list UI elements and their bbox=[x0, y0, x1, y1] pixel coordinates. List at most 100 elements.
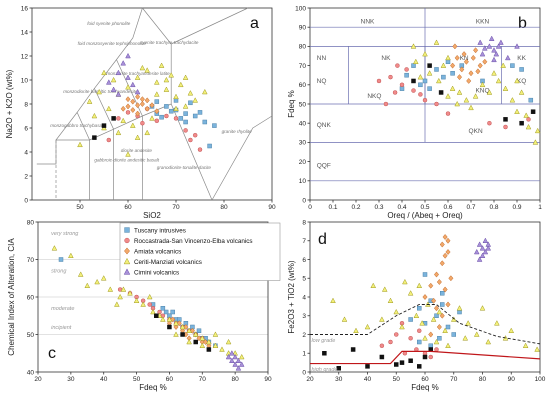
data-point bbox=[417, 328, 422, 333]
data-point bbox=[336, 366, 341, 371]
data-point bbox=[456, 305, 463, 311]
data-point bbox=[439, 241, 445, 248]
data-point bbox=[364, 323, 371, 330]
data-point bbox=[150, 308, 156, 315]
data-point bbox=[207, 143, 212, 149]
data-point bbox=[445, 111, 451, 116]
data-point bbox=[388, 74, 393, 80]
data-point bbox=[410, 43, 417, 49]
data-point bbox=[442, 327, 448, 333]
legend-box bbox=[119, 222, 281, 281]
field-label: KN bbox=[460, 55, 469, 62]
data-point bbox=[457, 309, 462, 315]
data-point bbox=[146, 293, 153, 300]
data-point bbox=[473, 331, 480, 337]
x-tick-label: 80 bbox=[232, 376, 240, 383]
panel-c: 20 30 40 50 60 70 80 90 40 50 60 70 80 c very strong st… bbox=[7, 219, 272, 392]
data-point bbox=[125, 52, 131, 59]
y-tick-label: 8 bbox=[24, 101, 28, 108]
data-point bbox=[475, 68, 481, 75]
data-point bbox=[395, 63, 400, 68]
field-boundary bbox=[211, 115, 273, 201]
data-point bbox=[445, 324, 451, 330]
data-point bbox=[140, 301, 146, 307]
data-point bbox=[477, 62, 483, 69]
x-tick-label: 50 bbox=[393, 376, 401, 383]
data-point bbox=[149, 115, 155, 121]
y-tick-label: 6 bbox=[302, 257, 306, 264]
data-point bbox=[445, 249, 451, 255]
data-point bbox=[434, 67, 439, 72]
legend-label: Ceriti-Manziati volcanics bbox=[134, 259, 202, 266]
y-tick-label: 60 bbox=[27, 294, 35, 301]
data-point bbox=[177, 81, 184, 88]
data-point bbox=[86, 98, 93, 104]
data-point bbox=[173, 93, 179, 100]
data-point bbox=[350, 347, 356, 352]
data-point bbox=[387, 297, 394, 303]
panel-d: 20 30 40 50 60 70 80 90 100 0 1 2 3 4 5 6 7 8 d low grade hi… bbox=[287, 219, 546, 392]
data-point bbox=[442, 234, 448, 240]
data-point bbox=[206, 347, 212, 352]
data-point bbox=[454, 54, 460, 61]
x-tick-label: 90 bbox=[268, 204, 276, 211]
data-point bbox=[417, 339, 422, 345]
data-point bbox=[445, 54, 451, 61]
data-point bbox=[106, 137, 112, 143]
x-tick-label: 0.8 bbox=[489, 204, 498, 211]
data-point bbox=[412, 58, 419, 65]
y-tick-label: 4 bbox=[24, 149, 28, 156]
field-label: KK bbox=[517, 55, 526, 62]
data-point bbox=[341, 316, 348, 322]
legend-marker bbox=[124, 247, 130, 255]
x-tick-label: 80 bbox=[479, 376, 487, 383]
field-label: KQ bbox=[517, 78, 526, 85]
field-label: syenite trachyte-trachydacite bbox=[140, 40, 199, 45]
y-tick-label: 20 bbox=[299, 159, 307, 166]
data-point bbox=[388, 339, 393, 345]
data-point bbox=[493, 50, 500, 57]
y-tick-label: 2 bbox=[302, 332, 306, 339]
data-point bbox=[476, 241, 483, 247]
data-point bbox=[518, 89, 525, 95]
data-point bbox=[399, 360, 405, 365]
legend: Tuscany intrusives Roccastrada-San Vincen… bbox=[119, 222, 281, 281]
data-point bbox=[107, 286, 114, 292]
y-tick-label: 50 bbox=[27, 332, 35, 339]
y-tick-label: 0 bbox=[302, 369, 306, 376]
data-point bbox=[441, 74, 446, 80]
legend-label: Cimini volcanics bbox=[134, 269, 179, 276]
data-point bbox=[127, 290, 133, 296]
y-tick-label: 60 bbox=[299, 82, 307, 89]
data-point bbox=[376, 78, 382, 84]
x-tick-label: 0.1 bbox=[328, 204, 337, 211]
data-point bbox=[229, 357, 235, 363]
x-tick-label: 70 bbox=[199, 376, 207, 383]
field-label: NQ bbox=[317, 78, 327, 85]
field-label: NN bbox=[317, 55, 327, 62]
data-point bbox=[140, 120, 145, 126]
data-point bbox=[192, 132, 198, 138]
data-point bbox=[433, 305, 440, 312]
y-tick-label: 0 bbox=[24, 197, 28, 204]
data-point bbox=[370, 282, 377, 288]
data-point bbox=[139, 64, 146, 71]
data-point bbox=[84, 282, 91, 288]
data-point bbox=[411, 63, 416, 68]
data-point bbox=[495, 77, 502, 84]
data-point bbox=[392, 90, 398, 95]
data-point bbox=[442, 286, 448, 293]
data-point bbox=[418, 82, 423, 88]
data-point bbox=[232, 361, 238, 367]
data-point bbox=[461, 51, 467, 58]
field-boundary bbox=[94, 88, 114, 130]
data-point bbox=[322, 351, 327, 356]
data-point bbox=[482, 248, 489, 255]
y-tick-label: 4 bbox=[302, 294, 306, 301]
data-point bbox=[433, 338, 440, 345]
y-tick-label: 30 bbox=[299, 140, 307, 147]
data-point bbox=[411, 78, 416, 84]
y-tick-label: 3 bbox=[302, 313, 306, 320]
data-point bbox=[160, 316, 166, 322]
